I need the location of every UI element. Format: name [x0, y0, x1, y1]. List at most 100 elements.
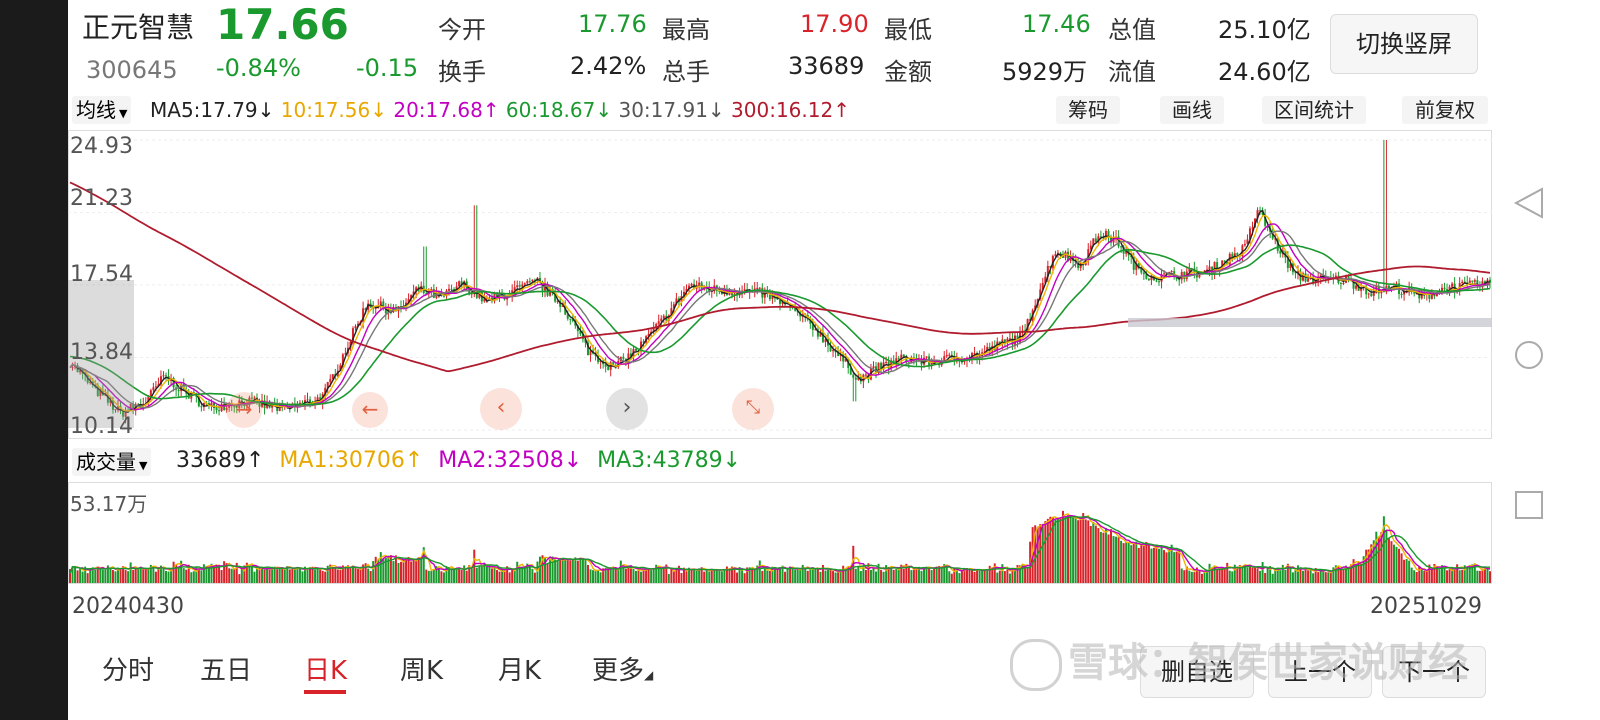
volume-bar	[821, 564, 824, 583]
candle-body	[134, 404, 137, 409]
volume-bar	[1370, 544, 1373, 583]
kline-chart[interactable]	[68, 130, 1492, 440]
home-circle-icon[interactable]	[1512, 338, 1546, 372]
collapse-icon[interactable]: ⤡	[732, 388, 774, 430]
arrow-left-icon[interactable]: ←	[352, 392, 388, 428]
adjust-button[interactable]: 前复权	[1402, 96, 1488, 124]
candle-body	[1375, 285, 1378, 290]
volume-bar	[1408, 560, 1411, 583]
ma-selector[interactable]: 均线 ▼	[72, 96, 132, 124]
price-tick-4: 10.14	[70, 414, 133, 439]
volume-bar	[1082, 513, 1085, 583]
volume-bar	[1102, 532, 1105, 583]
volume-bar	[1006, 569, 1009, 583]
volume-bar	[1322, 569, 1325, 583]
range-stats-button[interactable]: 区间统计	[1262, 96, 1366, 124]
volume-bar	[569, 560, 572, 583]
volume-bar	[1127, 542, 1130, 583]
volume-bar	[1319, 570, 1322, 583]
back-triangle-icon[interactable]	[1512, 186, 1546, 220]
volume-bar	[298, 568, 301, 583]
volume-bar	[1339, 568, 1342, 583]
volume-bar	[248, 565, 251, 583]
candle-body	[177, 389, 180, 392]
candle-body	[1461, 281, 1464, 284]
volume-bar	[384, 557, 387, 583]
volume-chart[interactable]	[68, 482, 1492, 584]
indicator-selector[interactable]: 成交量 ▼	[72, 448, 152, 476]
candle-body	[1147, 278, 1150, 281]
candle-body	[341, 354, 344, 366]
candle-body	[1140, 267, 1143, 273]
volume-bar	[493, 567, 496, 583]
candle-body	[584, 339, 587, 343]
candle-body	[877, 362, 880, 374]
turnover-label: 换手	[438, 58, 486, 86]
candle-body	[728, 291, 731, 295]
volume-bar	[895, 569, 898, 583]
volume-bar	[533, 572, 536, 583]
switch-portrait-button[interactable]: 切换竖屏	[1330, 14, 1478, 74]
tab-daily-k[interactable]: 日K	[304, 656, 348, 686]
draw-line-button[interactable]: 画线	[1160, 96, 1224, 124]
volume-bar	[842, 565, 845, 583]
next-stock-button[interactable]: 下一个	[1382, 646, 1486, 698]
volume-bar	[768, 570, 771, 583]
previous-stock-button[interactable]: 上一个	[1268, 646, 1372, 698]
tab-five-day[interactable]: 五日	[200, 656, 253, 686]
candle-body	[622, 356, 625, 359]
remove-watchlist-button[interactable]: 删自选	[1140, 646, 1254, 698]
tab-more[interactable]: 更多◢	[592, 650, 653, 687]
mcap-value: 25.10亿	[1218, 16, 1311, 44]
volume-bar	[336, 569, 339, 583]
candle-body	[71, 367, 74, 369]
candle-body	[907, 362, 910, 364]
candle-body	[1284, 250, 1287, 258]
volume-bar	[223, 561, 226, 583]
volume-bar	[773, 568, 776, 583]
arrow-right-icon[interactable]: →	[226, 392, 262, 428]
volume-bar	[344, 567, 347, 583]
chips-button[interactable]: 筹码	[1056, 96, 1120, 124]
volume-bar	[993, 563, 996, 583]
candle-body	[784, 300, 787, 304]
volume-bar	[935, 566, 938, 583]
volume-bar	[647, 568, 650, 583]
volume-bar	[1218, 567, 1221, 583]
volume-bar	[662, 567, 665, 583]
volume-bar	[488, 566, 491, 583]
volume-bar	[1221, 569, 1224, 583]
volume-bar	[1251, 567, 1254, 583]
volume-bar	[1281, 564, 1284, 583]
chevron-left-icon[interactable]: ‹	[480, 388, 522, 430]
volume-bar	[900, 564, 903, 583]
volume-values: 33689↑ MA1:30706↑ MA2:32508↓ MA3:43789↓	[176, 446, 741, 476]
tab-weekly-k[interactable]: 周K	[400, 656, 444, 686]
candle-body	[132, 404, 135, 409]
volume-bar	[1228, 570, 1231, 583]
tab-monthly-k[interactable]: 月K	[498, 656, 542, 686]
recents-square-icon[interactable]	[1512, 488, 1546, 522]
volume-bar	[958, 573, 961, 583]
volume-bar	[339, 570, 342, 583]
tab-intraday[interactable]: 分时	[102, 656, 155, 686]
volume-bar	[202, 564, 205, 583]
volume-bar	[862, 566, 865, 583]
volume-bar	[445, 566, 448, 583]
volume-bar	[991, 567, 994, 583]
volume-bar	[273, 566, 276, 583]
candle-body	[523, 283, 526, 285]
volume-bar	[564, 559, 567, 583]
chart-nav-panel[interactable]	[68, 280, 134, 428]
candle-body	[554, 290, 557, 302]
volume-bar	[122, 566, 125, 583]
candle-body	[1276, 238, 1279, 251]
chevron-right-icon[interactable]: ›	[606, 388, 648, 430]
volume-bar	[243, 565, 246, 583]
volume-bar	[1031, 527, 1034, 583]
volume-bar	[1158, 548, 1161, 583]
candle-body	[1059, 252, 1062, 256]
candle-body	[117, 406, 120, 410]
snowball-logo-icon	[1010, 639, 1062, 691]
volume-bar	[182, 568, 185, 583]
